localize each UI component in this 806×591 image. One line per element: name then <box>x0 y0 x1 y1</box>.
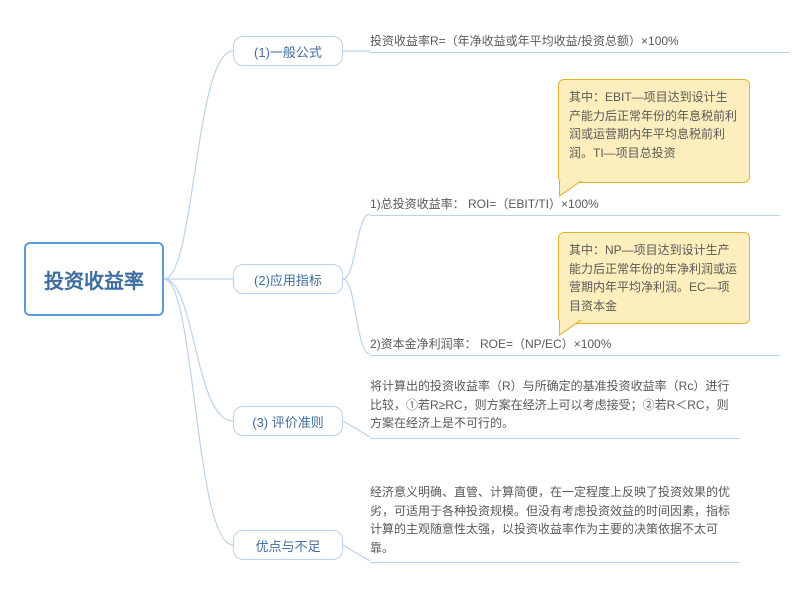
leaf-l4: 经济意义明确、直管、计算简便，在一定程度上反映了投资效果的优劣，可适用于各种投资… <box>370 483 740 557</box>
leaf-underline <box>370 355 780 356</box>
leaf-l1: 投资收益率R=（年净收益或年平均收益/投资总额）×100% <box>370 32 790 51</box>
leaf-underline <box>370 562 740 563</box>
callout-c1: 其中：EBIT—项目达到设计生产能力后正常年份的年息税前利润或运营期内年平均息税… <box>558 79 750 183</box>
branch-label: (1)一般公式 <box>254 42 322 61</box>
connector-path <box>164 51 233 279</box>
leaf-l2b: 2)资本金净利润率： ROE=（NP/EC）×100% <box>370 335 780 354</box>
leaf-l3: 将计算出的投资收益率（R）与所确定的基准投资收益率（Rc）进行比较，①若R≥RC… <box>370 377 740 433</box>
connector-path <box>343 545 370 561</box>
branch-b4: 优点与不足 <box>233 530 343 560</box>
branch-b3: (3) 评价准则 <box>233 406 343 436</box>
branch-b1: (1)一般公式 <box>233 36 343 66</box>
connector-path <box>343 279 370 354</box>
callout-c2: 其中：NP—项目达到设计生产能力后正常年份的年净利润或运营期内年平均净利润。EC… <box>558 232 750 324</box>
callout-tail <box>560 181 580 195</box>
leaf-underline <box>370 438 740 439</box>
branch-b2: (2)应用指标 <box>233 264 343 294</box>
callout-tail <box>560 320 580 334</box>
connector-path <box>343 421 370 437</box>
leaf-underline <box>370 52 790 53</box>
leaf-underline <box>370 215 780 216</box>
connector-path <box>343 214 370 279</box>
branch-label: 优点与不足 <box>255 536 320 555</box>
connector-path <box>164 279 233 421</box>
leaf-l2a: 1)总投资收益率： ROI=（EBIT/TI）×100% <box>370 195 780 214</box>
branch-label: (3) 评价准则 <box>252 412 324 431</box>
root-node: 投资收益率 <box>24 242 164 316</box>
branch-label: (2)应用指标 <box>254 270 322 289</box>
mindmap-stage: { "colors": { "connector": "#b9d3ef", "r… <box>0 0 806 591</box>
root-label: 投资收益率 <box>44 265 144 294</box>
connector-path <box>164 279 233 545</box>
